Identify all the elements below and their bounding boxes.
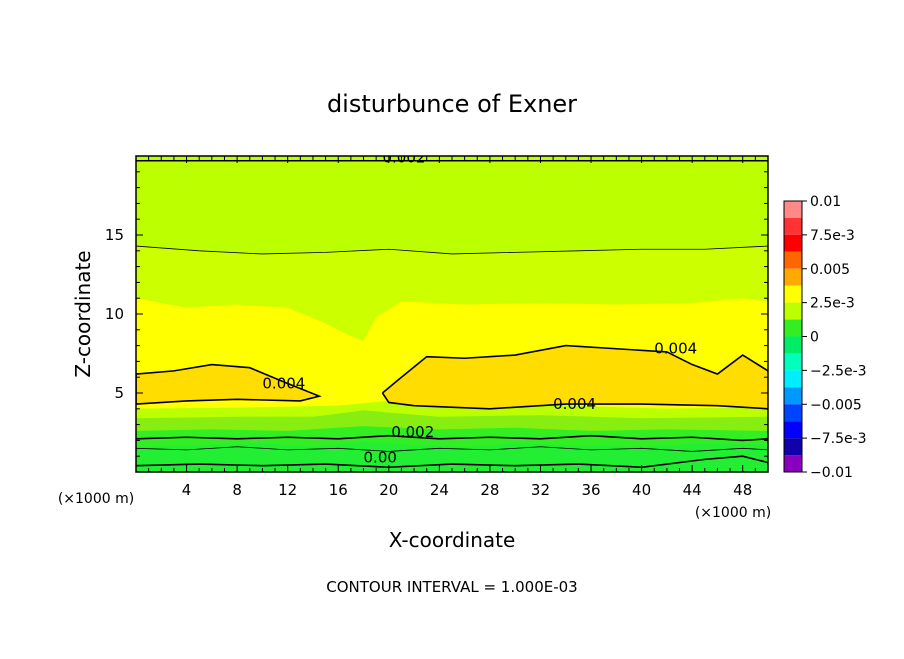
colorbar-swatch-4	[784, 268, 802, 286]
chart-title: disturbunce of Exner	[327, 90, 577, 118]
colorbar-swatch-3	[784, 251, 802, 269]
colorbar-swatch-13	[784, 421, 802, 439]
colorbar-swatch-7	[784, 319, 802, 337]
colorbar-swatch-6	[784, 302, 802, 320]
colorbar-swatch-9	[784, 353, 802, 371]
colorbar-swatch-10	[784, 370, 802, 388]
colorbar-swatch-2	[784, 234, 802, 252]
contour-label-2: 0.004	[654, 340, 697, 358]
x-unit-left: (×1000 m)	[58, 491, 134, 507]
x-tick-label-24: 24	[430, 481, 449, 499]
contour-label-6: 0.00	[364, 449, 397, 467]
contour-label-0: 0.004	[262, 374, 305, 392]
y-axis: 5 10 15	[105, 171, 768, 457]
colorbar-swatch-15	[784, 455, 802, 472]
colorbar-label-1: 7.5e-3	[810, 228, 855, 244]
contour-line-3	[136, 245, 768, 255]
fill-band-surface	[136, 441, 768, 472]
contour-line-1	[381, 344, 768, 394]
colorbar-label-7: −7.5e-3	[810, 431, 867, 447]
contour-line-6	[136, 455, 768, 469]
contour-line-5	[136, 446, 768, 452]
colorbar: 0.01 7.5e-3 0.005 2.5e-3 0 −2.5e-3 −0.005 −7.5e…	[783, 194, 867, 481]
x-tick-label-32: 32	[531, 481, 550, 499]
x-tick-label-36: 36	[581, 481, 600, 499]
x-tick-label-44: 44	[683, 481, 702, 499]
x-tick-label-4: 4	[182, 481, 192, 499]
colorbar-swatch-8	[784, 336, 802, 354]
y-axis-title: Z-coordinate	[71, 250, 95, 377]
colorbar-label-8: −0.01	[810, 465, 853, 481]
x-tick-label-28: 28	[480, 481, 499, 499]
x-tick-label-48: 48	[733, 481, 752, 499]
colorbar-swatch-12	[784, 404, 802, 422]
colorbar-label-5: −2.5e-3	[810, 363, 867, 379]
fill-band-core-right	[382, 345, 768, 409]
colorbar-label-2: 0.005	[810, 262, 850, 278]
contour-interval-note: CONTOUR INTERVAL = 1.000E-03	[326, 578, 577, 596]
contour-line-0	[136, 363, 322, 405]
x-tick-label-8: 8	[232, 481, 242, 499]
x-unit-right: (×1000 m)	[695, 505, 771, 521]
x-axis: 4 8 12 16 20 24 28 32 36 40 44 48	[148, 156, 756, 499]
colorbar-swatch-14	[784, 438, 802, 456]
contour-line-4	[136, 434, 768, 442]
colorbar-swatch-5	[784, 285, 802, 303]
x-tick-label-12: 12	[278, 481, 297, 499]
x-tick-label-20: 20	[379, 481, 398, 499]
y-tick-label-5: 5	[114, 384, 124, 402]
colorbar-swatch-1	[784, 217, 802, 235]
colorbar-label-0: 0.01	[810, 194, 841, 210]
colorbar-label-3: 2.5e-3	[810, 296, 855, 312]
colorbar-swatch-11	[784, 387, 802, 405]
y-tick-label-10: 10	[105, 305, 124, 323]
x-axis-title: X-coordinate	[389, 528, 516, 552]
colorbar-label-6: −0.005	[810, 397, 862, 413]
y-tick-label-15: 15	[105, 226, 124, 244]
x-tick-label-40: 40	[632, 481, 651, 499]
contour-label-4: 0.002	[391, 423, 434, 441]
fill-band-core	[136, 364, 320, 405]
contour-line-2	[381, 392, 768, 410]
contour-label-7: 0.002	[382, 148, 425, 166]
x-tick-label-16: 16	[329, 481, 348, 499]
colorbar-label-4: 0	[810, 330, 819, 346]
colorbar-swatch-0	[784, 201, 802, 218]
